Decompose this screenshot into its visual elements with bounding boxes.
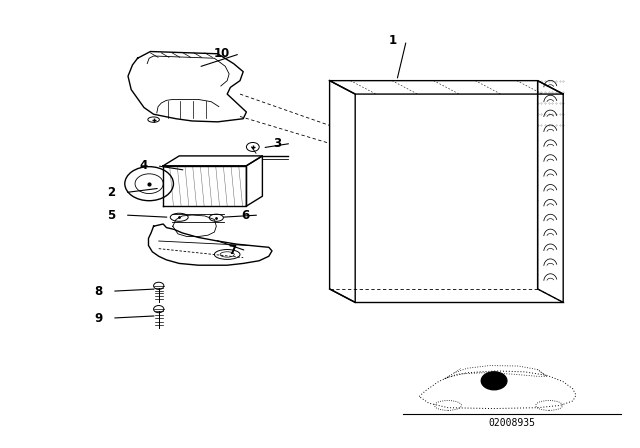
Text: 7: 7	[228, 244, 237, 258]
Text: 10: 10	[214, 47, 230, 60]
Text: 8: 8	[94, 284, 102, 298]
Text: 9: 9	[94, 311, 102, 325]
Text: 2: 2	[107, 186, 115, 199]
Circle shape	[481, 372, 507, 390]
Text: 1: 1	[388, 34, 397, 47]
Text: 5: 5	[107, 208, 115, 222]
Text: 4: 4	[139, 159, 147, 172]
Text: 6: 6	[241, 208, 250, 222]
Text: 3: 3	[273, 137, 282, 150]
Text: 02008935: 02008935	[488, 418, 536, 428]
